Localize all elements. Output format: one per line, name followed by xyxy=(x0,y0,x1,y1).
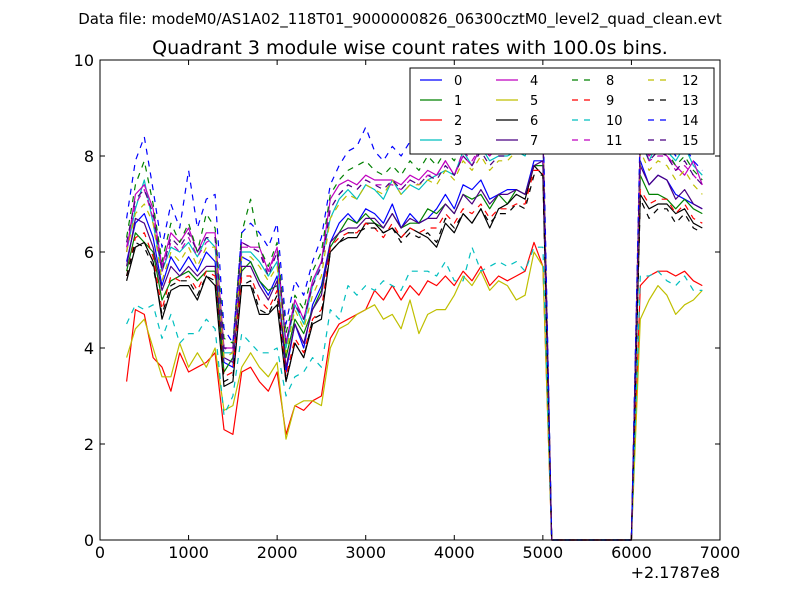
series-line-15 xyxy=(126,121,703,541)
legend-label-1: 1 xyxy=(454,94,462,109)
figure-suptitle: Data file: modeM0/AS1A02_118T01_90000008… xyxy=(78,10,722,29)
legend-label-12: 12 xyxy=(682,74,699,89)
x-tick-label: 7000 xyxy=(700,543,741,562)
legend-label-3: 3 xyxy=(454,134,462,149)
y-tick-label: 2 xyxy=(84,435,94,454)
legend-label-13: 13 xyxy=(682,94,699,109)
legend-label-6: 6 xyxy=(530,114,538,129)
y-tick-label: 8 xyxy=(84,147,94,166)
chart-title: Quadrant 3 module wise count rates with … xyxy=(152,37,668,59)
y-tick-label: 10 xyxy=(74,51,94,70)
x-offset-label: +2.1787e8 xyxy=(631,563,720,582)
axes-frame xyxy=(99,59,721,541)
legend-label-15: 15 xyxy=(682,134,699,149)
x-tick-label: 6000 xyxy=(611,543,652,562)
legend-label-0: 0 xyxy=(454,74,462,89)
legend-label-10: 10 xyxy=(606,114,623,129)
legend-label-11: 11 xyxy=(606,134,623,149)
x-tick-label: 0 xyxy=(95,543,105,562)
legend-label-4: 4 xyxy=(530,74,538,89)
x-tick-label: 4000 xyxy=(434,543,475,562)
legend-label-2: 2 xyxy=(454,114,462,129)
legend-label-14: 14 xyxy=(682,114,699,129)
x-tick-label: 5000 xyxy=(522,543,563,562)
x-tick-label: 2000 xyxy=(257,543,298,562)
legend-label-9: 9 xyxy=(606,94,614,109)
y-tick-label: 4 xyxy=(84,339,94,358)
y-tick-label: 6 xyxy=(84,243,94,262)
y-tick-label: 0 xyxy=(84,531,94,550)
legend-label-5: 5 xyxy=(530,94,538,109)
x-tick-label: 1000 xyxy=(168,543,209,562)
legend-label-8: 8 xyxy=(606,74,614,89)
x-tick-label: 3000 xyxy=(345,543,386,562)
legend-label-7: 7 xyxy=(530,134,538,149)
